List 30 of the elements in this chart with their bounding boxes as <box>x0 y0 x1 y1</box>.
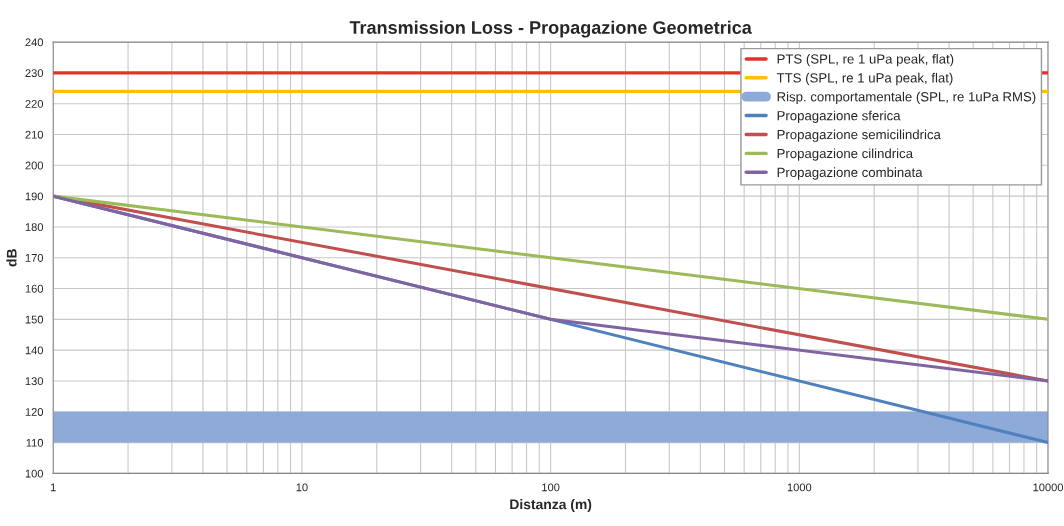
x-tick-label: 1 <box>50 483 56 492</box>
y-tick-label: 180 <box>25 223 44 232</box>
legend-label: Propagazione cilindrica <box>777 148 914 161</box>
x-tick-label: 10000 <box>1033 483 1064 492</box>
y-tick-label: 170 <box>25 254 44 262</box>
x-tick-label: 1000 <box>787 483 812 492</box>
y-tick-label: 160 <box>25 284 44 293</box>
y-tick-label: 150 <box>25 315 44 324</box>
y-tick-label: 210 <box>25 130 44 139</box>
y-tick-label: 240 <box>25 38 44 47</box>
y-tick-label: 230 <box>25 69 44 78</box>
y-tick-label: 190 <box>25 192 44 201</box>
y-tick-label: 220 <box>25 99 44 108</box>
legend-label: PTS (SPL, re 1 uPa peak, flat) <box>777 53 954 67</box>
y-tick-label: 200 <box>25 161 44 170</box>
y-tick-label: 130 <box>25 377 44 386</box>
chart-title: Transmission Loss - Propagazione Geometrica <box>349 20 752 38</box>
y-axis-title: dB <box>6 249 17 267</box>
x-tick-label: 100 <box>542 483 560 492</box>
legend-label: Risp. comportamentale (SPL, re 1uPa RMS) <box>777 91 1036 105</box>
legend-label: Propagazione sferica <box>777 110 901 123</box>
x-tick-label: 10 <box>296 483 308 492</box>
legend-label: TTS (SPL, re 1 uPa peak, flat) <box>776 72 953 86</box>
y-tick-label: 120 <box>25 408 44 416</box>
y-tick-label: 110 <box>26 438 44 447</box>
legend-label: Propagazione semicilindrica <box>777 129 941 142</box>
legend-label: Propagazione combinata <box>777 167 923 180</box>
x-axis-title: Distanza (m) <box>510 499 592 512</box>
y-tick-label: 100 <box>25 469 44 478</box>
y-tick-label: 140 <box>25 346 44 355</box>
